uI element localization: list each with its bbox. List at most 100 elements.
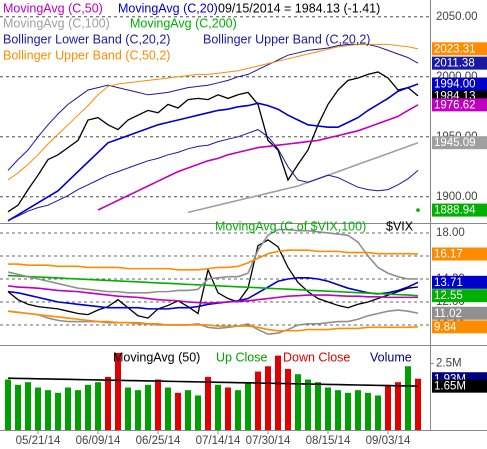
- series-line: [8, 249, 419, 271]
- legend-label: Up Close: [216, 350, 267, 364]
- volume-bar: [245, 382, 251, 430]
- volume-bar: [305, 379, 311, 430]
- legend-label: MovingAvg (C,100): [3, 16, 110, 30]
- volume-bar: [315, 382, 321, 430]
- value-label: 16.17: [434, 249, 463, 261]
- volume-bar: [75, 390, 81, 430]
- series-line: [7, 310, 419, 332]
- value-label: 13.71: [434, 277, 463, 289]
- legend-label: Bollinger Upper Band (C,20,2): [203, 32, 370, 46]
- series-line: [7, 239, 419, 319]
- volume-bar: [145, 384, 151, 430]
- panel: [5, 352, 421, 430]
- value-label: 2023.31: [434, 43, 476, 55]
- volume-bar: [405, 366, 411, 430]
- y-tick-label: 2.5M: [436, 358, 462, 370]
- value-label-box: [432, 379, 487, 393]
- y-tick-label: 1900.00: [436, 191, 478, 203]
- volume-bar: [185, 390, 191, 430]
- series-line: [7, 309, 419, 336]
- volume-bar: [355, 390, 361, 430]
- volume-bar: [175, 392, 181, 430]
- value-label-box: [432, 320, 487, 334]
- volume-bar: [15, 384, 21, 430]
- volume-bar: [285, 368, 291, 430]
- x-tick-label: 06/09/14: [76, 435, 121, 447]
- volume-bar: [325, 387, 331, 430]
- volume-bar: [255, 371, 261, 430]
- value-label-box: [432, 42, 487, 56]
- series-line: [7, 129, 419, 222]
- series-point: [416, 208, 420, 212]
- series-line: [7, 377, 419, 387]
- legend-label: Bollinger Lower Band (C,20,2): [3, 32, 170, 46]
- legend-label: MovingAvg (C,200): [130, 16, 237, 30]
- volume-bar: [55, 392, 61, 430]
- legend-label: MovingAvg (C,20): [118, 1, 218, 15]
- volume-bar: [375, 395, 381, 430]
- volume-bar: [345, 392, 351, 430]
- volume-bar: [35, 387, 41, 430]
- x-tick-label: 06/25/14: [136, 435, 181, 447]
- volume-bar: [395, 382, 401, 430]
- value-label: 1994.00: [434, 79, 476, 91]
- volume-bar: [95, 382, 101, 430]
- series-line: [7, 43, 419, 181]
- volume-bar: [415, 378, 421, 430]
- legend-label: Down Close: [283, 350, 350, 364]
- chart-subtitle: 09/15/2014 = 1984.13 (-1.41): [218, 1, 380, 15]
- value-label: 11.02: [434, 308, 462, 320]
- legend-label: Volume: [370, 350, 412, 364]
- volume-bar: [155, 379, 161, 430]
- y-tick-label: 18.00: [436, 227, 465, 239]
- volume-bar: [235, 390, 241, 430]
- volume-bar: [105, 376, 111, 430]
- value-label-box: [432, 136, 487, 150]
- series-line: [7, 43, 419, 171]
- series-line: [7, 285, 418, 304]
- legend-label: MovingAvg (50): [113, 350, 200, 364]
- value-label: 1.65M: [434, 381, 466, 393]
- volume-bar: [85, 384, 91, 430]
- x-tick-label: 09/03/14: [366, 435, 411, 447]
- value-label-box: [432, 247, 487, 261]
- panel: [0, 16, 430, 222]
- volume-bar: [365, 392, 371, 430]
- series-line: [7, 71, 419, 213]
- x-tick-label: 07/30/14: [246, 435, 291, 447]
- series-line: [187, 141, 419, 214]
- x-tick-label: 08/15/14: [306, 435, 351, 447]
- volume-bar: [385, 384, 391, 430]
- series-line: [7, 274, 419, 297]
- value-label-box: [432, 306, 487, 320]
- value-label: 2011.38: [434, 58, 475, 70]
- volume-bar: [295, 374, 301, 430]
- value-label-box: [432, 275, 487, 289]
- volume-bar: [5, 379, 11, 430]
- panel: [0, 228, 430, 336]
- volume-bar: [115, 352, 121, 430]
- value-label: 1888.94: [434, 205, 476, 217]
- value-label: 1976.62: [434, 99, 476, 111]
- value-label: 1945.09: [434, 137, 476, 149]
- series-line: [7, 228, 418, 294]
- value-label-box: [432, 77, 487, 91]
- value-label: 12.55: [434, 290, 463, 302]
- legend-label: Bollinger Upper Band (C,50,2): [3, 48, 170, 62]
- volume-bar: [135, 390, 141, 430]
- volume-bar: [125, 387, 131, 430]
- volume-bar: [265, 366, 271, 430]
- x-tick-label: 07/14/14: [196, 435, 241, 447]
- series-line: [97, 104, 419, 211]
- value-label-box: [432, 56, 487, 70]
- series-line: [7, 277, 419, 310]
- volume-bar: [65, 387, 71, 430]
- value-label: 9.84: [434, 321, 457, 333]
- volume-bar: [225, 387, 231, 430]
- volume-bar: [195, 395, 201, 430]
- value-label-box: [432, 289, 487, 303]
- volume-bar: [215, 384, 221, 430]
- legend-label: MovingAvg (C,50): [3, 1, 103, 15]
